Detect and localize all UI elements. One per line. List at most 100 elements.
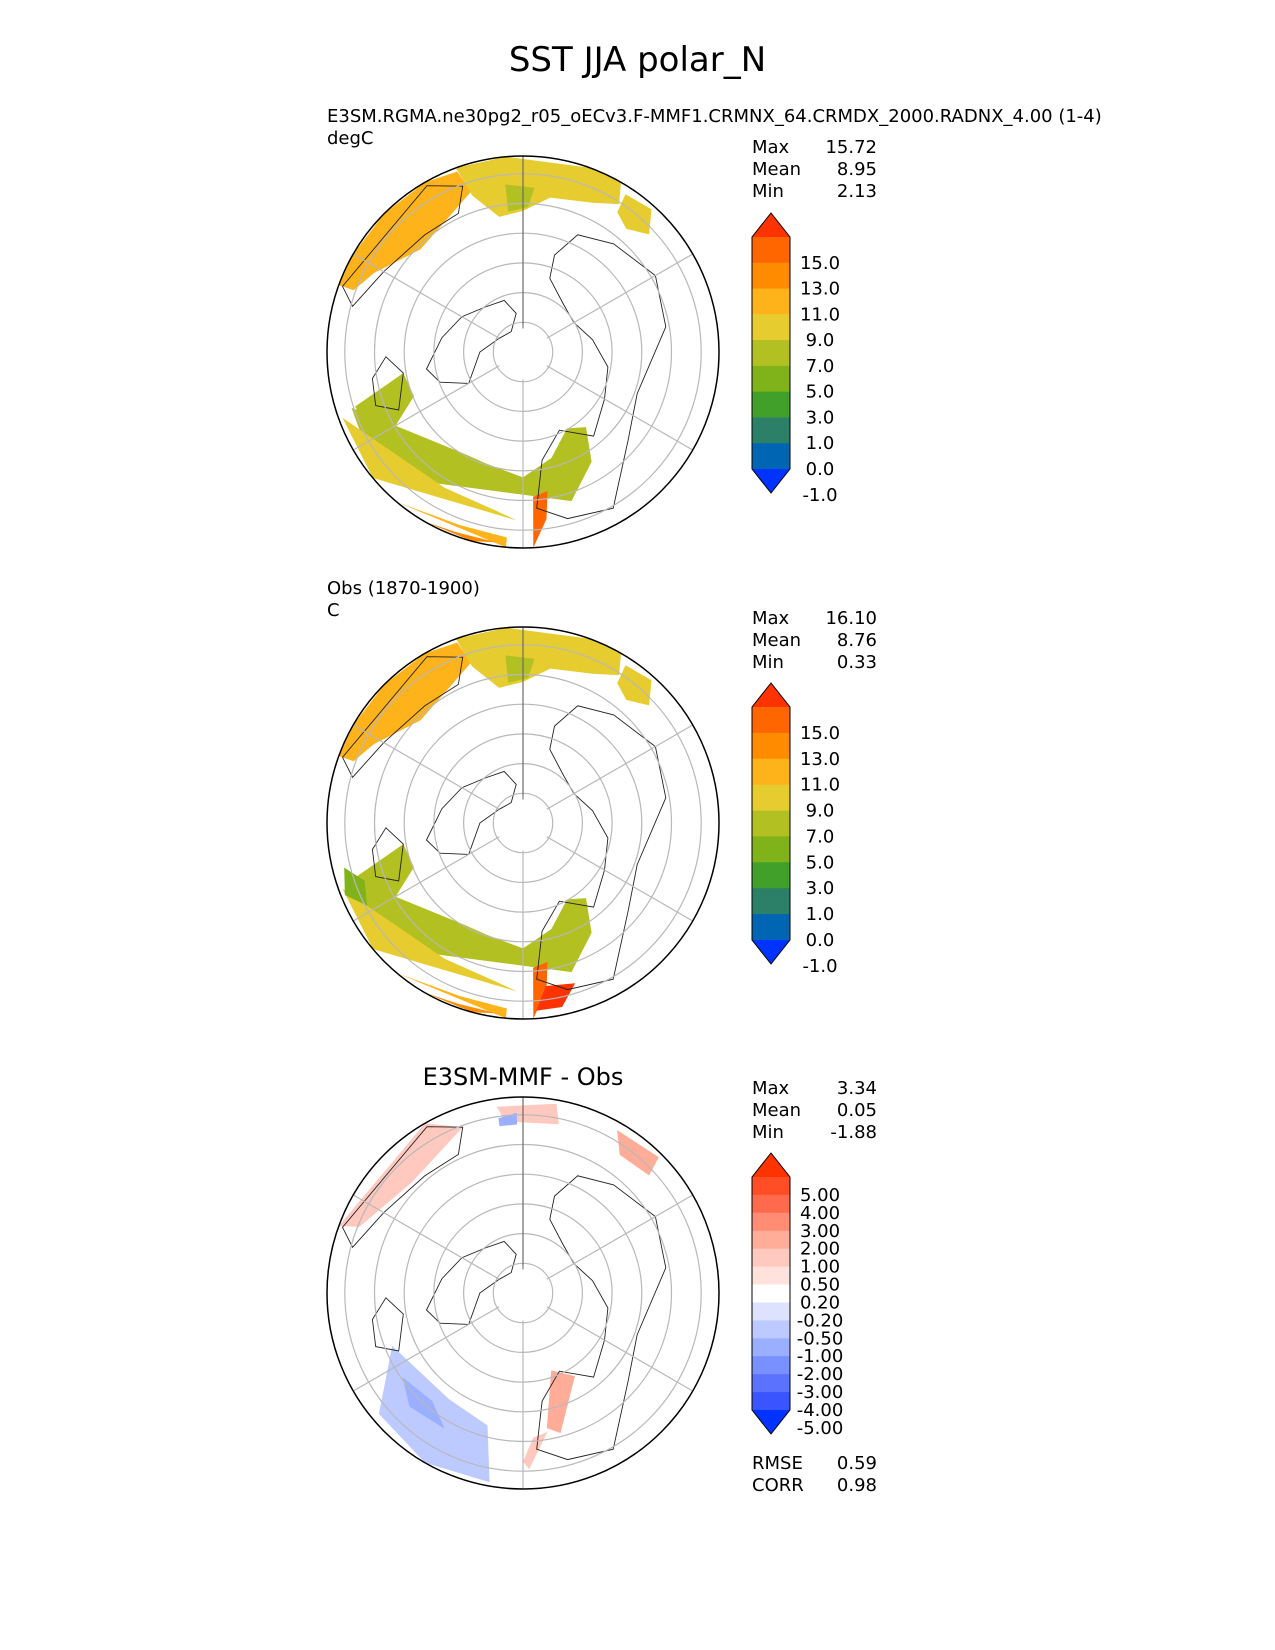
colorbar-1: 15.0 13.0 11.0 9.0 7.0 5.0 3.0 1.0 0.0 -1.0 (751, 682, 840, 977)
meridian-line (546, 1306, 694, 1392)
sst-region (456, 156, 621, 217)
stat-name: Min (752, 181, 784, 202)
sst-region (338, 642, 471, 762)
colorbar-tick-label: 7.0 (806, 356, 835, 377)
stat-name: Max (752, 137, 790, 158)
map-boundary (326, 626, 720, 1020)
sst-region (505, 184, 535, 212)
meridian-line (352, 365, 500, 451)
colorbar-extend-min (752, 1410, 790, 1434)
stat-value: 15.72 (825, 137, 877, 158)
colorbar-tick-label: 3.0 (806, 878, 835, 899)
meridian-line (546, 253, 694, 339)
colorbar-segment (752, 1177, 790, 1196)
metric-name: RMSE (752, 1453, 803, 1474)
colorbar-tick-label: 3.00 (800, 1221, 840, 1242)
colorbar-segment (752, 732, 790, 760)
meridian-line (546, 1194, 694, 1280)
meridian-line (352, 724, 500, 810)
colorbar-tick-label: 0.0 (806, 930, 835, 951)
diff-region (523, 1432, 548, 1470)
colorbar-segment (752, 1338, 790, 1357)
colorbar-tick-label: 4.00 (800, 1203, 840, 1224)
coastline (425, 299, 517, 384)
map-boundary (326, 1096, 720, 1490)
test-stats: Max 15.72 Mean 8.95 Min 2.13 (752, 137, 877, 203)
colorbar-0: 15.0 13.0 11.0 9.0 7.0 5.0 3.0 1.0 0.0 -1.0 (751, 212, 840, 506)
colorbar-tick-label: -0.50 (797, 1328, 844, 1349)
diff-region (498, 1112, 518, 1127)
colorbar-segment (752, 914, 790, 941)
colorbar-2: 5.004.003.002.001.000.500.20-0.20-0.50-1… (751, 1152, 844, 1439)
coastline (536, 234, 667, 520)
colorbar-segment (752, 1302, 790, 1321)
colorbar-extend-max (752, 213, 790, 237)
colorbar-tick-label: 9.0 (806, 330, 835, 351)
colorbar-tick-label: -5.00 (797, 1418, 844, 1439)
ref-stats: Max 16.10 Mean 8.76 Min 0.33 (752, 608, 877, 674)
colorbar-segment (752, 1194, 790, 1214)
metric-value: 0.98 (836, 1475, 877, 1496)
sst-region (338, 171, 471, 291)
colorbar-tick-label: -3.00 (797, 1382, 844, 1403)
test-panel-units: degC (327, 128, 374, 149)
colorbar-tick-label: -2.00 (797, 1364, 844, 1385)
diff-metrics: RMSE 0.59 CORR 0.98 (752, 1453, 877, 1497)
colorbar-segment (752, 784, 790, 812)
meridian-line (352, 1306, 500, 1392)
colorbar-tick-label: 1.0 (806, 433, 835, 454)
stat-name: Max (752, 608, 790, 629)
colorbar-segment (752, 810, 790, 837)
coastline (341, 656, 464, 779)
coastline (341, 185, 464, 308)
diff-panel-title: E3SM-MMF - Obs (422, 1063, 624, 1091)
colorbar-outline (751, 1152, 791, 1435)
latitude-circle (492, 792, 554, 854)
stat-name: Mean (752, 159, 802, 180)
colorbar-tick-label: 13.0 (800, 279, 840, 300)
colorbar-segment (752, 314, 790, 341)
colorbar-segment (752, 1248, 790, 1268)
diff-stats: Max 3.34 Mean 0.05 Min -1.88 (752, 1078, 877, 1144)
stat-value: -1.88 (830, 1122, 877, 1143)
colorbar-tick-label: -1.0 (802, 485, 837, 506)
colorbar-segment (752, 391, 790, 418)
colorbar-tick-label: 5.0 (806, 852, 835, 873)
coastline (341, 1126, 464, 1249)
coastline (425, 770, 517, 855)
map-field (338, 156, 702, 548)
meridian-line (546, 836, 694, 922)
colorbar-tick-label: 9.0 (806, 801, 835, 822)
colorbar-segment (752, 758, 790, 786)
sst-region (617, 194, 652, 235)
metric-name: CORR (752, 1475, 804, 1496)
colorbar-tick-label: 7.0 (806, 826, 835, 847)
stat-value: 0.33 (836, 652, 877, 673)
colorbar-tick-label: 5.0 (806, 382, 835, 403)
meridian-line (352, 836, 500, 922)
map-panel-2: 5.004.003.002.001.000.500.20-0.20-0.50-1… (326, 1096, 844, 1490)
colorbar-tick-label: 11.0 (800, 304, 840, 325)
sst-region (342, 888, 518, 992)
sst-region (344, 867, 368, 906)
coastline (425, 1240, 517, 1325)
colorbar-segment (752, 862, 790, 889)
colorbar-segment (752, 365, 790, 393)
colorbar-segment (752, 1212, 790, 1232)
latitude-circle (492, 321, 554, 383)
map-boundary (326, 155, 720, 549)
colorbar-segment (752, 707, 790, 734)
map-field (338, 627, 702, 1019)
map-panel-1: 15.0 13.0 11.0 9.0 7.0 5.0 3.0 1.0 0.0 -1.0 (326, 626, 840, 1020)
colorbar-segment (752, 288, 790, 315)
colorbar-segment (752, 836, 790, 863)
colorbar-tick-label: 5.00 (800, 1185, 840, 1206)
colorbar-outline (751, 212, 791, 494)
colorbar-extend-min (752, 469, 790, 493)
colorbar-tick-label: 13.0 (800, 749, 840, 770)
test-panel-title: E3SM.RGMA.ne30pg2_r05_oECv3.F-MMF1.CRMNX… (327, 106, 1102, 127)
sst-region (536, 983, 576, 1011)
colorbar-segment (752, 237, 790, 264)
colorbar-tick-label: 0.20 (800, 1293, 840, 1314)
